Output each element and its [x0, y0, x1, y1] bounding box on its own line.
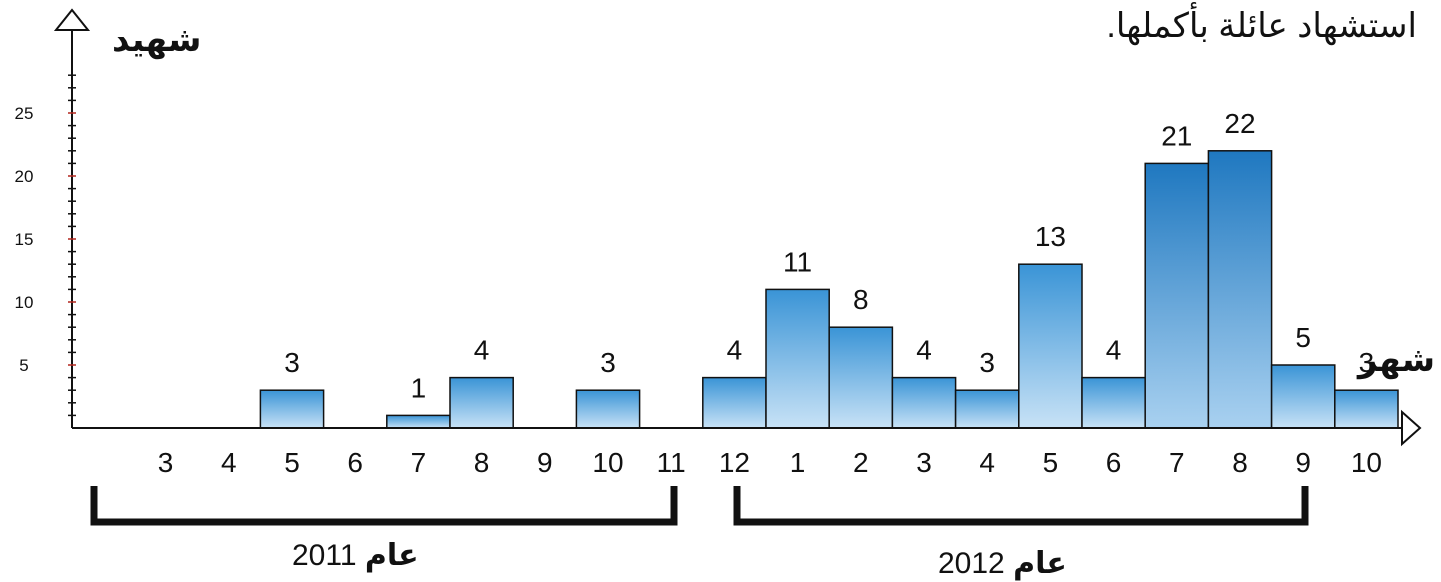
x-tick-label: 11: [657, 447, 686, 478]
bar-value-label: 3: [600, 347, 616, 378]
bar-value-label: 4: [474, 335, 490, 366]
bar-value-label: 8: [853, 284, 869, 315]
bar: [575, 389, 641, 429]
year-label-2012: 2012 عام: [938, 546, 1067, 581]
x-tick-label: 9: [537, 447, 553, 478]
y-tick-label: 20: [15, 167, 34, 186]
bar-value-label: 1: [411, 372, 427, 403]
x-tick-label: 10: [1351, 447, 1382, 478]
x-tick-label: 6: [1106, 447, 1122, 478]
year-label-2011: 2011 عام: [292, 538, 419, 573]
bar: [1144, 162, 1210, 429]
bar: [1081, 376, 1146, 429]
x-tick-label: 9: [1295, 447, 1311, 478]
bars: [259, 150, 1399, 429]
bar-value-label: 3: [979, 347, 995, 378]
y-tick-label: 10: [15, 293, 34, 312]
x-tick-label: 8: [474, 447, 490, 478]
year-label-word: عام: [364, 539, 419, 572]
x-tick-label: 2: [853, 447, 869, 478]
x-axis-label: شهر: [1357, 341, 1435, 379]
bar: [828, 326, 894, 429]
bar: [259, 389, 325, 429]
bar-value-label: 4: [727, 335, 743, 366]
bar-value-label: 21: [1161, 120, 1192, 151]
chart-title: استشهاد عائلة بأكملها.: [1106, 7, 1417, 45]
x-tick-label: 3: [158, 447, 174, 478]
bar: [702, 376, 767, 429]
x-tick-label: 7: [1169, 447, 1185, 478]
x-tick-label: 4: [221, 447, 237, 478]
y-tick-label: 25: [15, 104, 34, 123]
year-label-number: 2012: [938, 547, 1005, 580]
y-axis-arrow: [53, 8, 91, 31]
year-label-number: 2011: [292, 539, 357, 572]
bar-value-label: 11: [783, 246, 812, 277]
bar: [891, 376, 957, 429]
bar-value-label: 22: [1224, 108, 1255, 139]
bar: [954, 389, 1020, 429]
bar: [449, 376, 514, 429]
x-tick-label: 6: [347, 447, 363, 478]
bar-value-label: 13: [1035, 221, 1066, 252]
y-axis-label: شهيد: [112, 21, 202, 59]
x-tick-label: 5: [284, 447, 300, 478]
axes: [53, 8, 1422, 526]
bar: [1270, 364, 1336, 429]
bar: [1334, 389, 1399, 429]
year-label-word: عام: [1013, 547, 1067, 580]
y-tick-label: 5: [19, 356, 28, 375]
x-tick-label: 8: [1232, 447, 1248, 478]
x-tick-label: 4: [979, 447, 995, 478]
year-bracket: [733, 486, 1309, 526]
x-tick-label: 3: [916, 447, 932, 478]
bar-value-label: 4: [1106, 335, 1122, 366]
bar: [1207, 150, 1273, 429]
year-bracket: [90, 486, 678, 526]
y-tick-label: 15: [15, 230, 34, 249]
x-tick-label: 10: [592, 447, 623, 478]
bar: [386, 414, 451, 429]
x-tick-label: 1: [790, 447, 806, 478]
x-tick-label: 5: [1043, 447, 1059, 478]
bar-value-label: 3: [1359, 347, 1375, 378]
bar-value-label: 5: [1295, 322, 1311, 353]
bar-value-label: 4: [916, 335, 932, 366]
bar-value-label: 3: [284, 347, 300, 378]
x-axis-arrow: [1401, 409, 1422, 447]
x-tick-label: 7: [411, 447, 427, 478]
bar: [1018, 263, 1083, 429]
bar: [765, 288, 830, 429]
x-tick-label: 12: [719, 447, 750, 478]
